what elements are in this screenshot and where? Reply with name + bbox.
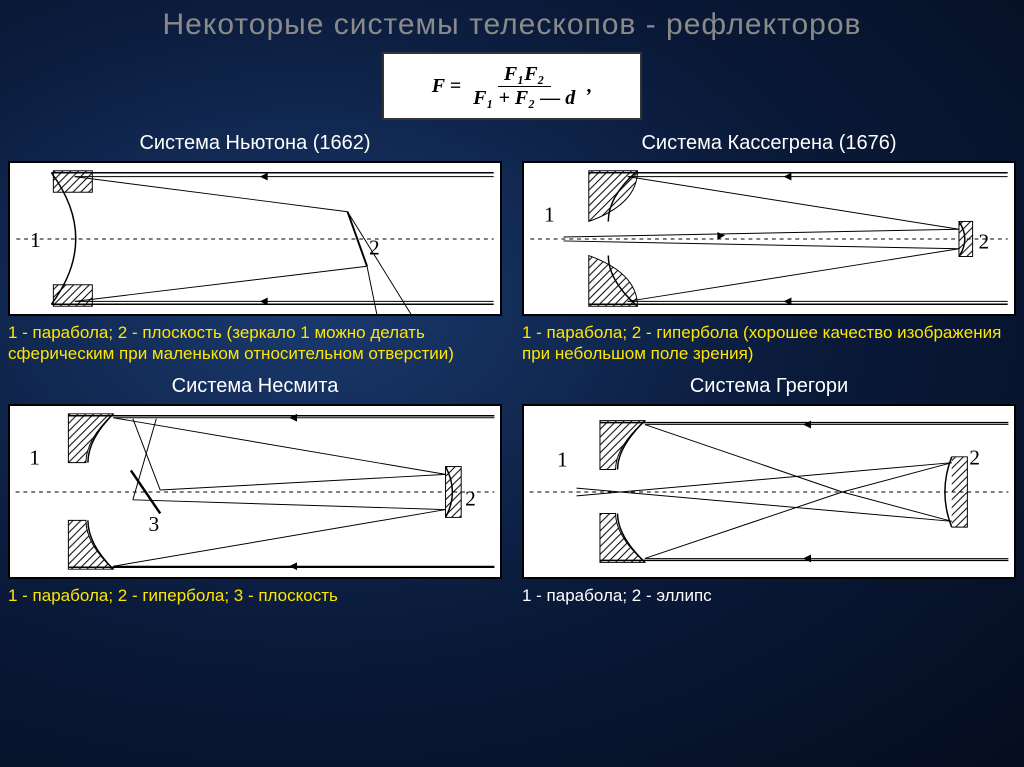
svg-text:1: 1 [29,445,40,469]
svg-text:1: 1 [557,447,568,471]
cell-nasmyth: Система Несмита [8,371,502,606]
svg-text:2: 2 [465,486,476,510]
svg-text:2: 2 [369,236,380,260]
subtitle-nasmyth: Система Несмита [8,375,502,398]
formula-box: F = F₁F₂ F₁ + F₂ — d , [382,52,642,120]
formula-num: F₁F₂ [498,63,551,87]
slide-title: Некоторые системы телескопов - рефлектор… [0,0,1024,48]
cell-newton: Система Ньютона (1662) [8,128,502,365]
formula-lhs: F = [432,75,461,98]
diagram-grid: Система Ньютона (1662) [0,128,1024,606]
cell-cassegrain: Система Кассегрена (1676) [522,128,1016,365]
svg-text:2: 2 [978,230,989,254]
caption-gregory: 1 - парабола; 2 - эллипс [522,585,1016,606]
formula-trail: , [587,75,592,98]
svg-text:3: 3 [148,512,159,536]
diagram-gregory: 1 2 [522,404,1016,579]
subtitle-gregory: Система Грегори [522,375,1016,398]
caption-cassegrain: 1 - парабола; 2 - гипербола (хорошее кач… [522,322,1016,365]
caption-nasmyth: 1 - парабола; 2 - гипербола; 3 - плоскос… [8,585,502,606]
svg-text:2: 2 [969,445,980,469]
subtitle-newton: Система Ньютона (1662) [8,132,502,155]
subtitle-cassegrain: Система Кассегрена (1676) [522,132,1016,155]
formula-den: F₁ + F₂ — d [467,87,581,110]
caption-newton: 1 - парабола; 2 - плоскость (зеркало 1 м… [8,322,502,365]
svg-text:1: 1 [30,228,41,252]
svg-text:1: 1 [544,202,555,226]
formula-fraction: F₁F₂ F₁ + F₂ — d [467,63,581,110]
diagram-cassegrain: 1 2 [522,161,1016,316]
cell-gregory: Система Грегори 1 2 [522,371,1016,606]
diagram-newton: 1 2 [8,161,502,316]
diagram-nasmyth: 1 2 3 [8,404,502,579]
